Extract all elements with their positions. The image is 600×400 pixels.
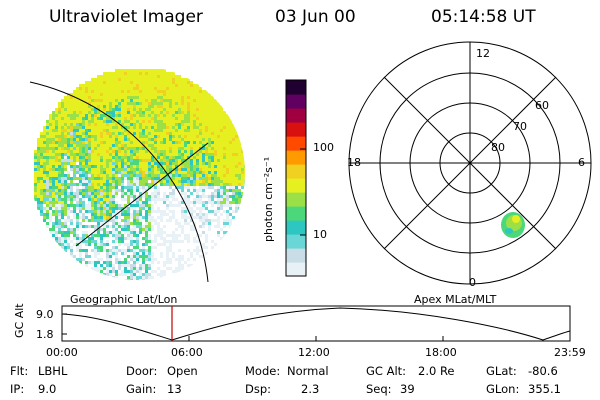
colorbar-tick-label-100: 100 bbox=[313, 141, 334, 154]
colorbar-tick-label-10: 10 bbox=[313, 228, 327, 241]
door-value: Open bbox=[167, 364, 198, 378]
altitude-plot-frame bbox=[61, 305, 571, 342]
colorbar-segment bbox=[286, 234, 306, 249]
lat-label-70: 70 bbox=[513, 120, 527, 133]
mlt-label-6: 6 bbox=[578, 156, 585, 169]
mode-value: Normal bbox=[287, 364, 329, 378]
glon-label: GLon: bbox=[486, 382, 520, 396]
auroral-blob bbox=[501, 212, 525, 238]
colorbar-segment bbox=[286, 248, 306, 263]
colorbar-segment bbox=[286, 122, 306, 137]
time-tick-1800: 18:00 bbox=[425, 346, 457, 359]
seq-label: Seq: bbox=[366, 382, 392, 396]
mlt-label-18: 18 bbox=[347, 156, 361, 169]
time-tick-2359: 23:59 bbox=[554, 346, 586, 359]
seq-value: 39 bbox=[400, 382, 415, 396]
colorbar-segment bbox=[286, 80, 306, 95]
date-label: 03 Jun 00 bbox=[275, 7, 356, 27]
colorbar-segment bbox=[286, 206, 306, 221]
altitude-curve bbox=[61, 307, 571, 341]
polar-diagonal-2 bbox=[383, 76, 557, 250]
dsp-label: Dsp: bbox=[245, 382, 272, 396]
filter-value: LBHL bbox=[38, 364, 68, 378]
time-tick-1200: 12:00 bbox=[298, 346, 330, 359]
gain-label: Gain: bbox=[126, 382, 157, 396]
glat-value: -80.6 bbox=[528, 364, 558, 378]
colorbar-segment bbox=[286, 94, 306, 109]
instrument-title: Ultraviolet Imager bbox=[49, 7, 203, 27]
colorbar-segment bbox=[286, 108, 306, 123]
lat-label-80: 80 bbox=[491, 141, 505, 154]
ip-value: 9.0 bbox=[38, 382, 57, 396]
filter-label: Flt: bbox=[10, 364, 29, 378]
colorbar-segment bbox=[286, 262, 306, 277]
glon-value: 355.1 bbox=[528, 382, 561, 396]
colorbar-gradient bbox=[286, 80, 306, 277]
dsp-value: 2.3 bbox=[301, 382, 320, 396]
colorbar-segment bbox=[286, 192, 306, 207]
geographic-latitude-circle bbox=[29, 81, 209, 283]
geographic-label: Geographic Lat/Lon bbox=[70, 293, 178, 306]
time-tick-0600: 06:00 bbox=[171, 346, 203, 359]
gc-alt-value: 2.0 Re bbox=[418, 364, 455, 378]
altitude-axis-label: GC Alt bbox=[13, 303, 26, 338]
emission-pixels bbox=[34, 69, 245, 280]
apex-label: Apex MLat/MLT bbox=[414, 293, 497, 306]
geographic-meridian-line bbox=[75, 142, 209, 247]
colorbar-segment bbox=[286, 136, 306, 151]
ip-label: IP: bbox=[10, 382, 25, 396]
door-label: Door: bbox=[126, 364, 158, 378]
mode-label: Mode: bbox=[245, 364, 281, 378]
lat-label-60: 60 bbox=[535, 99, 549, 112]
altitude-tick-low: 1.8 bbox=[36, 328, 54, 341]
mlt-label-12: 12 bbox=[476, 47, 490, 60]
colorbar-segment bbox=[286, 164, 306, 179]
gain-value: 13 bbox=[167, 382, 182, 396]
colorbar-segment bbox=[286, 150, 306, 165]
colorbar-segment bbox=[286, 220, 306, 235]
gc-alt-label: GC Alt: bbox=[366, 364, 407, 378]
glat-label: GLat: bbox=[486, 364, 517, 378]
colorbar-segment bbox=[286, 178, 306, 193]
time-label: 05:14:58 UT bbox=[431, 7, 536, 27]
time-tick-0000: 00:00 bbox=[46, 346, 78, 359]
altitude-tick-high: 9.0 bbox=[36, 308, 54, 321]
mlt-label-0: 0 bbox=[469, 276, 476, 289]
